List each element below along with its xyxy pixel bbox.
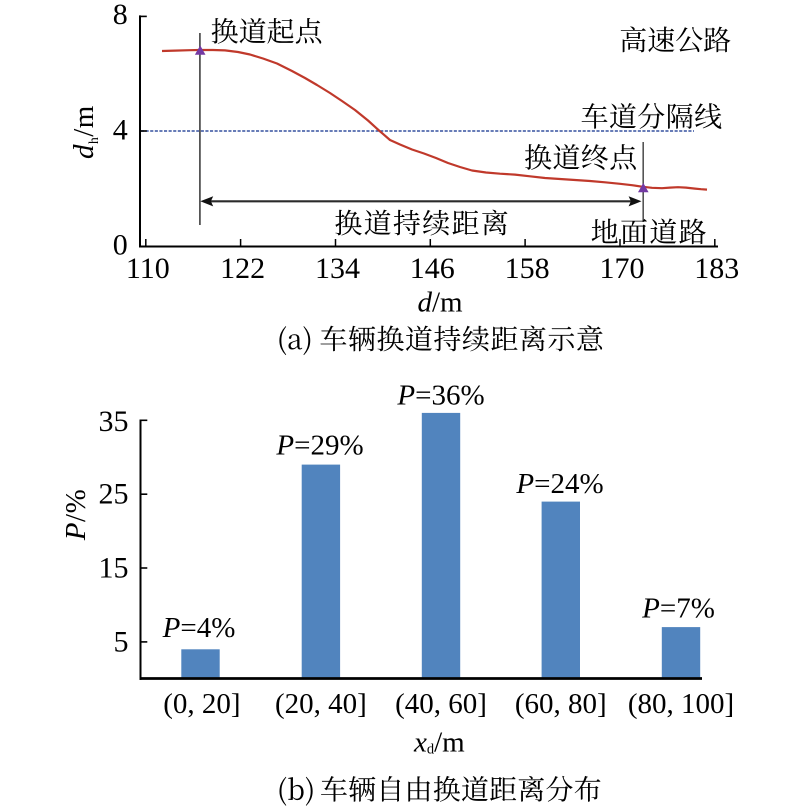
svg-text:134: 134 <box>315 252 360 285</box>
svg-text:(20, 40]: (20, 40] <box>275 688 367 720</box>
svg-text:110: 110 <box>126 252 170 285</box>
svg-text:8: 8 <box>113 0 128 31</box>
svg-text:(80, 100]: (80, 100] <box>628 688 734 720</box>
svg-text:d/m: d/m <box>418 287 464 319</box>
svg-text:xd/m: xd/m <box>413 726 465 758</box>
svg-text:(0, 20]: (0, 20] <box>163 688 240 720</box>
svg-text:183: 183 <box>694 252 739 285</box>
svg-text:25: 25 <box>99 477 129 510</box>
svg-text:15: 15 <box>99 552 129 585</box>
svg-text:P/%: P/% <box>60 489 92 542</box>
svg-text:146: 146 <box>410 252 455 285</box>
svg-text:158: 158 <box>505 252 550 285</box>
svg-text:35: 35 <box>99 405 129 438</box>
svg-text:4: 4 <box>113 114 128 147</box>
svg-text:0: 0 <box>113 229 128 262</box>
svg-text:5: 5 <box>114 625 129 658</box>
svg-text:P=24%: P=24% <box>515 468 603 500</box>
svg-text:(40, 60]: (40, 60] <box>395 688 487 720</box>
svg-text:P=4%: P=4% <box>162 612 236 644</box>
svg-text:P=7%: P=7% <box>641 593 715 625</box>
svg-text:(60, 80]: (60, 80] <box>515 688 607 720</box>
svg-text:170: 170 <box>600 252 645 285</box>
svg-text:P=36%: P=36% <box>396 379 484 411</box>
svg-text:122: 122 <box>220 252 265 285</box>
svg-text:P=29%: P=29% <box>275 430 363 462</box>
svg-text:dh/m: dh/m <box>68 105 101 159</box>
